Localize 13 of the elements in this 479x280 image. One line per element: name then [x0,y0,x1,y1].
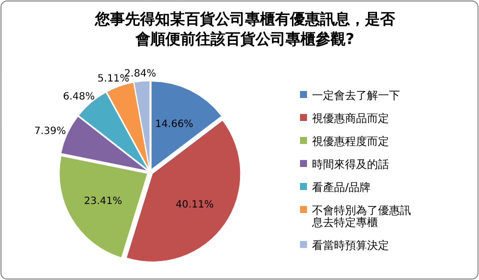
legend-label: 時間來得及的話 [312,158,389,171]
legend-label: 看產品/品牌 [312,181,371,194]
data-label: 23.41% [84,196,122,207]
data-label: 40.11% [176,199,214,210]
legend-label: 視優惠程度而定 [312,135,389,148]
data-label: 7.39% [34,126,66,138]
data-label: 14.66% [155,119,194,130]
legend-label: 不會特別為了優惠訊息去特定專櫃 [311,204,411,229]
chart-title: 您事先得知某百貨公司專櫃有優惠訊息，是否會順便前往該百貨公司專櫃參觀? [94,10,396,48]
legend-label: 視優惠商品而定 [312,112,389,125]
legend-label: 看當時預算決定 [312,239,389,252]
data-label: 6.48% [62,92,95,103]
legend-label: 一定會去了解一下 [312,89,400,102]
